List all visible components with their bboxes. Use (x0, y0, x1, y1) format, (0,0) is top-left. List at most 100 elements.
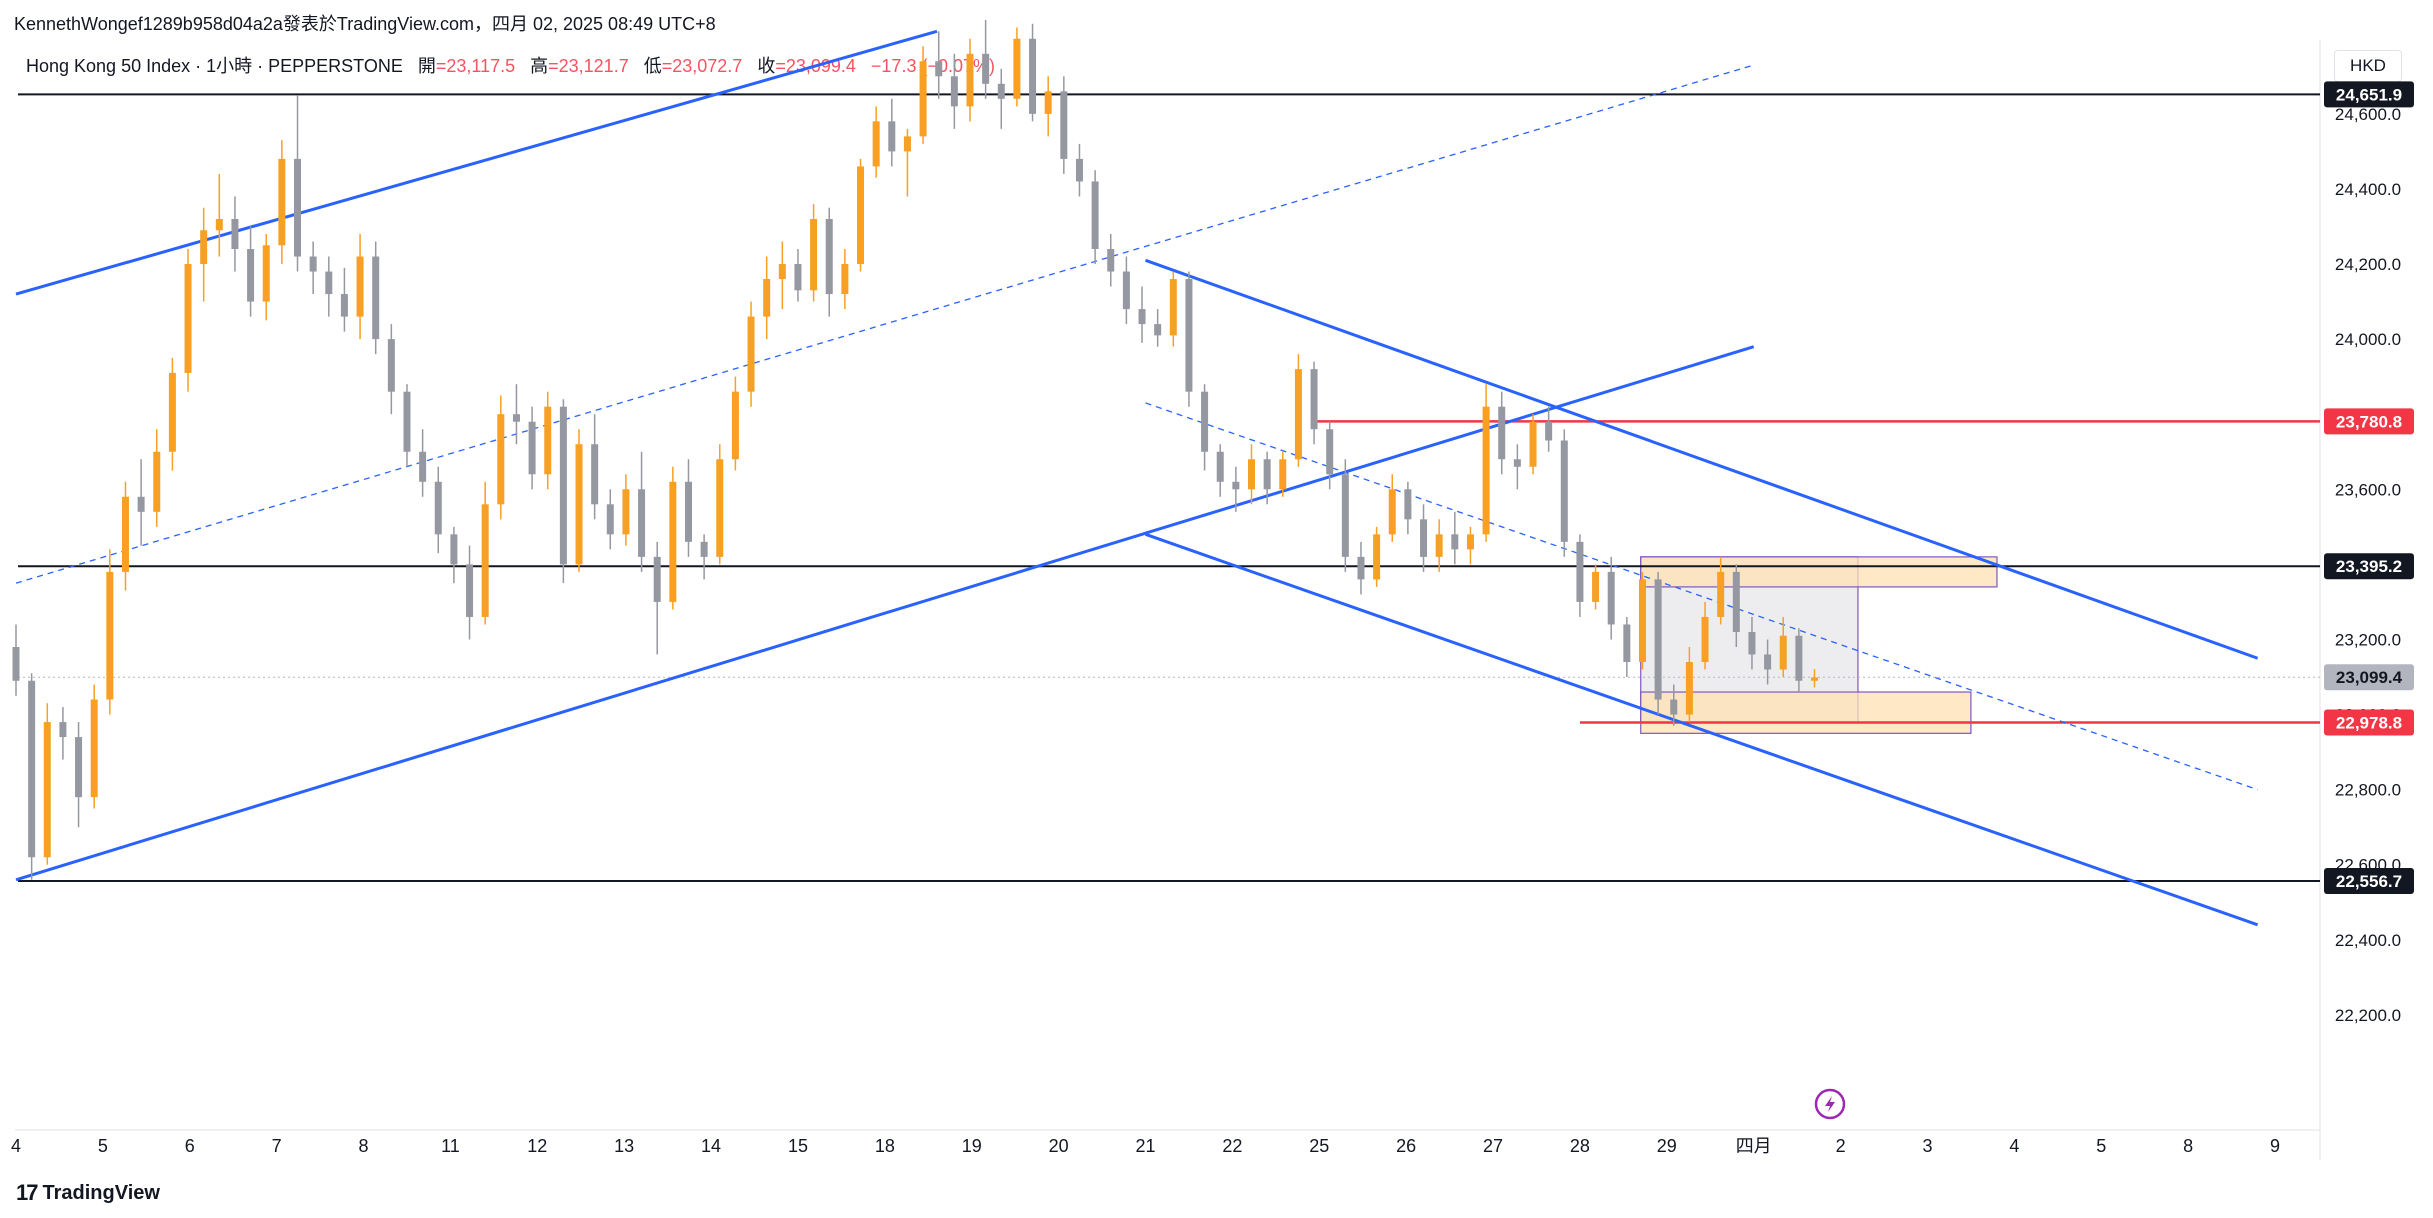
candle-16 (262, 234, 270, 321)
candle-59 (935, 31, 943, 99)
candle-31 (497, 395, 505, 520)
symbol-name: Hong Kong 50 Index · 1小時 · PEPPERSTONE (26, 56, 403, 76)
close-label: 收 (757, 56, 776, 76)
time-tick-label: 26 (1396, 1136, 1416, 1156)
price-tick-label: 23,200.0 (2335, 630, 2401, 649)
zones-layer (1640, 556, 1998, 734)
price-tag-4[interactable]: 22,978.8 (2324, 709, 2414, 736)
time-tick-label: 19 (962, 1136, 982, 1156)
tradingview-logo-icon: 17 (16, 1180, 39, 1205)
candle-10 (168, 357, 176, 471)
time-tick-label: 13 (614, 1136, 634, 1156)
time-tick-label: 9 (2270, 1136, 2280, 1156)
candle-33 (528, 406, 536, 490)
time-axis[interactable]: 4 5 6 7 8 11 12 13 14 15 18 19 20 21 22 25 26 27 28 29 四月 2 3 4… (11, 1136, 2280, 1156)
candle-95 (1498, 391, 1506, 475)
symbol-legend: Hong Kong 50 Index · 1小時 · PEPPERSTONE 開… (26, 52, 1005, 78)
price-tick-label: 22,400.0 (2335, 931, 2401, 950)
candles-layer (12, 20, 1819, 880)
open-value: =23,117.5 (435, 56, 516, 76)
candle-104 (1638, 571, 1646, 670)
currency-button[interactable]: HKD (2334, 50, 2402, 82)
price-tag-3[interactable]: 23,099.4 (2324, 664, 2414, 691)
candle-111 (1748, 616, 1756, 670)
time-tick-label: 28 (1570, 1136, 1590, 1156)
candle-94 (1482, 384, 1490, 542)
candle-1 (28, 673, 36, 880)
candle-81 (1279, 451, 1287, 497)
price-tag-label: 22,556.7 (2336, 872, 2402, 891)
zone-box-1[interactable] (1640, 556, 1998, 588)
candle-72 (1138, 286, 1146, 343)
time-tick-label: 22 (1222, 1136, 1242, 1156)
candle-67 (1060, 76, 1068, 174)
flash-icon[interactable] (1814, 1088, 1846, 1120)
candle-45 (716, 444, 724, 565)
time-tick-label: 18 (875, 1136, 895, 1156)
candle-19 (309, 241, 317, 295)
price-tick-label: 22,800.0 (2335, 781, 2401, 800)
candle-89 (1404, 481, 1412, 535)
candle-38 (606, 489, 614, 550)
time-tick-label: 四月 (1736, 1136, 1772, 1156)
time-tick-label: 2 (1836, 1136, 1846, 1156)
candle-34 (544, 391, 552, 490)
candle-69 (1091, 170, 1099, 265)
candle-110 (1732, 564, 1740, 647)
candle-54 (857, 158, 865, 272)
candle-85 (1341, 459, 1349, 572)
candle-41 (653, 541, 661, 655)
trendline-1[interactable] (15, 345, 1755, 882)
price-tag-2[interactable]: 23,395.2 (2324, 553, 2414, 580)
candle-12 (200, 207, 208, 302)
candle-87 (1373, 526, 1381, 587)
candle-96 (1513, 444, 1521, 490)
trendline-2[interactable] (15, 64, 1754, 584)
candle-105 (1654, 571, 1662, 715)
price-tag-5[interactable]: 22,556.7 (2324, 867, 2414, 894)
price-tag-1[interactable]: 23,780.8 (2324, 408, 2414, 435)
candle-93 (1466, 526, 1474, 565)
candle-52 (825, 207, 833, 317)
candle-25 (403, 384, 411, 467)
candle-22 (356, 234, 364, 340)
candle-97 (1529, 414, 1537, 475)
candle-27 (434, 466, 442, 554)
price-tick-label: 22,200.0 (2335, 1006, 2401, 1025)
candle-9 (153, 429, 161, 527)
trendline-0[interactable] (15, 29, 938, 296)
candle-6 (106, 549, 114, 715)
candle-7 (121, 481, 129, 591)
candle-107 (1685, 646, 1693, 723)
price-tag-0[interactable]: 24,651.9 (2324, 81, 2414, 108)
trendlines-layer (15, 29, 2259, 927)
candle-86 (1357, 541, 1365, 595)
time-tick-label: 4 (11, 1136, 21, 1156)
candle-84 (1326, 421, 1334, 490)
time-tick-label: 3 (1922, 1136, 1932, 1156)
candle-65 (1029, 23, 1037, 122)
publish-header: KennethWongef1289b958d04a2a發表於TradingVie… (14, 14, 716, 34)
candle-73 (1154, 309, 1162, 347)
tradingview-logo[interactable]: 17 TradingView (16, 1180, 160, 1206)
tradingview-logo-text: TradingView (42, 1181, 160, 1204)
candle-44 (700, 534, 708, 580)
candle-74 (1169, 271, 1177, 347)
candle-11 (184, 249, 192, 392)
candle-106 (1670, 684, 1678, 726)
candle-60 (950, 53, 958, 129)
candle-78 (1232, 466, 1240, 512)
price-tag-label: 22,978.8 (2336, 714, 2402, 733)
candle-77 (1216, 444, 1224, 497)
trendline-4[interactable] (1145, 532, 2259, 927)
time-tick-label: 6 (185, 1136, 195, 1156)
trendline-3[interactable] (1144, 258, 2259, 660)
candle-57 (903, 128, 911, 197)
candle-92 (1451, 511, 1459, 565)
open-label: 開 (417, 56, 436, 76)
candle-37 (591, 414, 599, 520)
time-tick-label: 5 (2096, 1136, 2106, 1156)
candle-20 (325, 256, 333, 317)
trendline-5[interactable] (1145, 402, 2258, 791)
